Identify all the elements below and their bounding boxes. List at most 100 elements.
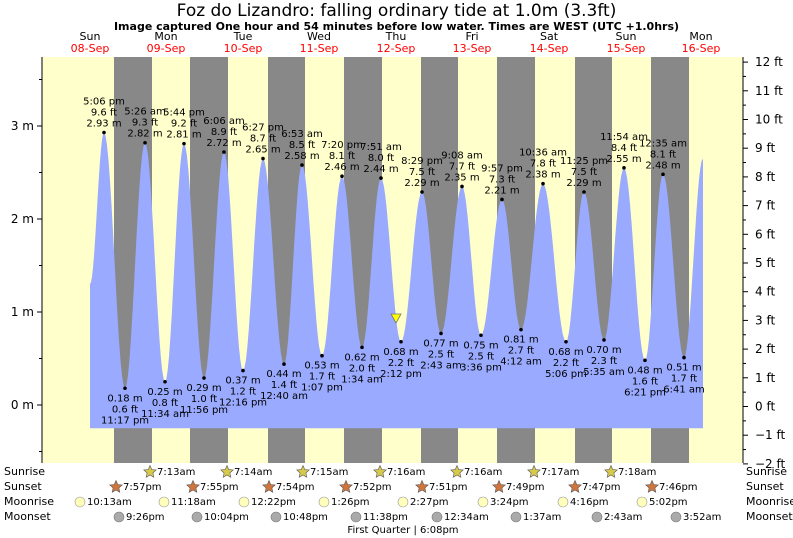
- almanac-label-left: Moonrise: [4, 495, 54, 508]
- sunrise-time: 7:13am: [157, 467, 195, 478]
- low-tide-metres: 0.51 m: [666, 363, 701, 374]
- high-tide-time: 5:44 pm: [163, 108, 205, 119]
- moonrise-icon: [557, 496, 569, 508]
- chart-subtitle: Image captured One hour and 54 minutes b…: [113, 20, 680, 33]
- right-tick-label: 6 ft: [755, 227, 775, 241]
- high-tide-feet: 7.5 ft: [571, 167, 597, 178]
- moonset-time: 12:34am: [444, 512, 489, 523]
- high-tide-metres: 2.82 m: [127, 129, 162, 140]
- low-tide-time: 12:16 pm: [219, 398, 267, 409]
- sunrise-time: 7:16am: [464, 467, 502, 478]
- high-tide-feet: 8.9 ft: [211, 127, 237, 138]
- high-tide-time: 7:51 am: [360, 142, 402, 153]
- day-name: Sun: [80, 30, 101, 43]
- high-tide-feet: 7.5 ft: [409, 167, 435, 178]
- low-tide-metres: 0.29 m: [186, 383, 221, 394]
- moonrise-time: 1:26pm: [331, 497, 370, 508]
- sunrise-time: 7:17am: [541, 467, 579, 478]
- low-tide-point: [282, 362, 286, 366]
- high-tide-feet: 8.4 ft: [611, 143, 637, 154]
- day-name: Wed: [307, 30, 331, 43]
- moonset-time: 1:37am: [523, 512, 561, 523]
- low-tide-time: 2:12 pm: [380, 369, 422, 380]
- day-name: Mon: [689, 30, 712, 43]
- day-name: Fri: [465, 30, 478, 43]
- chart-title: Foz do Lizandro: falling ordinary tide a…: [176, 1, 617, 21]
- low-tide-time: 1:07 pm: [301, 383, 343, 394]
- almanac-label-right: Moonset: [746, 510, 793, 523]
- high-tide-feet: 8.5 ft: [289, 140, 315, 151]
- high-tide-metres: 2.35 m: [444, 172, 479, 183]
- low-tide-point: [163, 379, 167, 384]
- left-tick-label: 2 m: [11, 212, 34, 226]
- moonset-time: 10:04pm: [204, 512, 249, 523]
- moonset-icon: [670, 511, 682, 523]
- sunset-time: 7:49pm: [506, 482, 545, 493]
- day-date: 10-Sep: [224, 42, 263, 55]
- day-name: Thu: [385, 30, 407, 43]
- high-tide-feet: 7.3 ft: [489, 174, 515, 185]
- right-tick-label: 7 ft: [755, 199, 775, 213]
- moonrise-time: 4:16pm: [570, 497, 609, 508]
- high-tide-point: [182, 141, 186, 146]
- low-tide-feet: 2.0 ft: [349, 363, 375, 374]
- right-tick-label: 12 ft: [755, 55, 783, 69]
- high-tide-point: [541, 181, 545, 186]
- moon-phase: First Quarter | 6:08pm: [347, 525, 458, 536]
- high-tide-time: 7:20 pm: [321, 140, 363, 151]
- left-tick-label: 1 m: [11, 305, 34, 319]
- right-tick-label: 1 ft: [755, 371, 775, 385]
- right-tick-label: 5 ft: [755, 256, 775, 270]
- sunset-time: 7:47pm: [582, 482, 621, 493]
- high-tide-time: 8:29 pm: [401, 156, 443, 167]
- low-tide-time: 5:35 am: [583, 367, 625, 378]
- low-tide-feet: 1.2 ft: [230, 387, 256, 398]
- low-tide-feet: 2.7 ft: [508, 346, 534, 357]
- almanac-label-left: Moonset: [4, 510, 51, 523]
- low-tide-point: [123, 386, 127, 391]
- high-tide-metres: 2.38 m: [525, 170, 560, 181]
- high-tide-feet: 8.1 ft: [329, 151, 355, 162]
- sunset-icon: [339, 479, 353, 493]
- sunrise-time: 7:15am: [310, 467, 348, 478]
- low-tide-feet: 2.3 ft: [591, 356, 617, 367]
- low-tide-point: [564, 339, 568, 344]
- moonset-time: 9:26pm: [126, 512, 165, 523]
- high-tide-feet: 9.6 ft: [91, 108, 117, 119]
- high-tide-feet: 8.7 ft: [250, 134, 276, 145]
- moonset-time: 3:52am: [683, 512, 721, 523]
- right-tick-label: 2 ft: [755, 342, 775, 356]
- high-tide-feet: 8.1 ft: [650, 149, 676, 160]
- high-tide-feet: 9.3 ft: [132, 118, 158, 129]
- almanac-label-left: Sunrise: [4, 465, 45, 478]
- high-tide-feet: 8.0 ft: [368, 153, 394, 164]
- sunrise-time: 7:18am: [618, 467, 656, 478]
- low-tide-feet: 2.5 ft: [468, 351, 494, 362]
- high-tide-time: 5:26 am: [124, 107, 166, 118]
- low-tide-point: [360, 345, 364, 350]
- low-tide-time: 4:12 am: [500, 357, 542, 368]
- low-tide-time: 6:21 pm: [624, 387, 666, 398]
- high-tide-point: [300, 163, 304, 167]
- moonrise-icon: [397, 496, 409, 508]
- low-tide-metres: 0.62 m: [344, 352, 379, 363]
- low-tide-feet: 1.0 ft: [191, 394, 217, 405]
- moonrise-icon: [158, 496, 170, 508]
- high-tide-time: 12:35 am: [639, 138, 687, 149]
- sunset-time: 7:57pm: [123, 482, 162, 493]
- day-date: 11-Sep: [300, 42, 339, 55]
- day-date: 08-Sep: [71, 42, 110, 55]
- low-tide-point: [643, 358, 647, 363]
- low-tide-time: 11:17 pm: [101, 415, 149, 426]
- low-tide-metres: 0.25 m: [147, 387, 182, 398]
- low-tide-feet: 1.7 ft: [309, 372, 335, 383]
- sunrise-icon: [604, 464, 618, 478]
- moonset-icon: [510, 511, 522, 523]
- high-tide-metres: 2.46 m: [324, 162, 359, 173]
- high-tide-time: 5:06 pm: [83, 97, 125, 108]
- moonset-time: 2:43am: [604, 512, 642, 523]
- low-tide-metres: 0.70 m: [586, 345, 621, 356]
- low-tide-time: 11:56 pm: [180, 405, 228, 416]
- almanac-label-right: Sunrise: [746, 465, 787, 478]
